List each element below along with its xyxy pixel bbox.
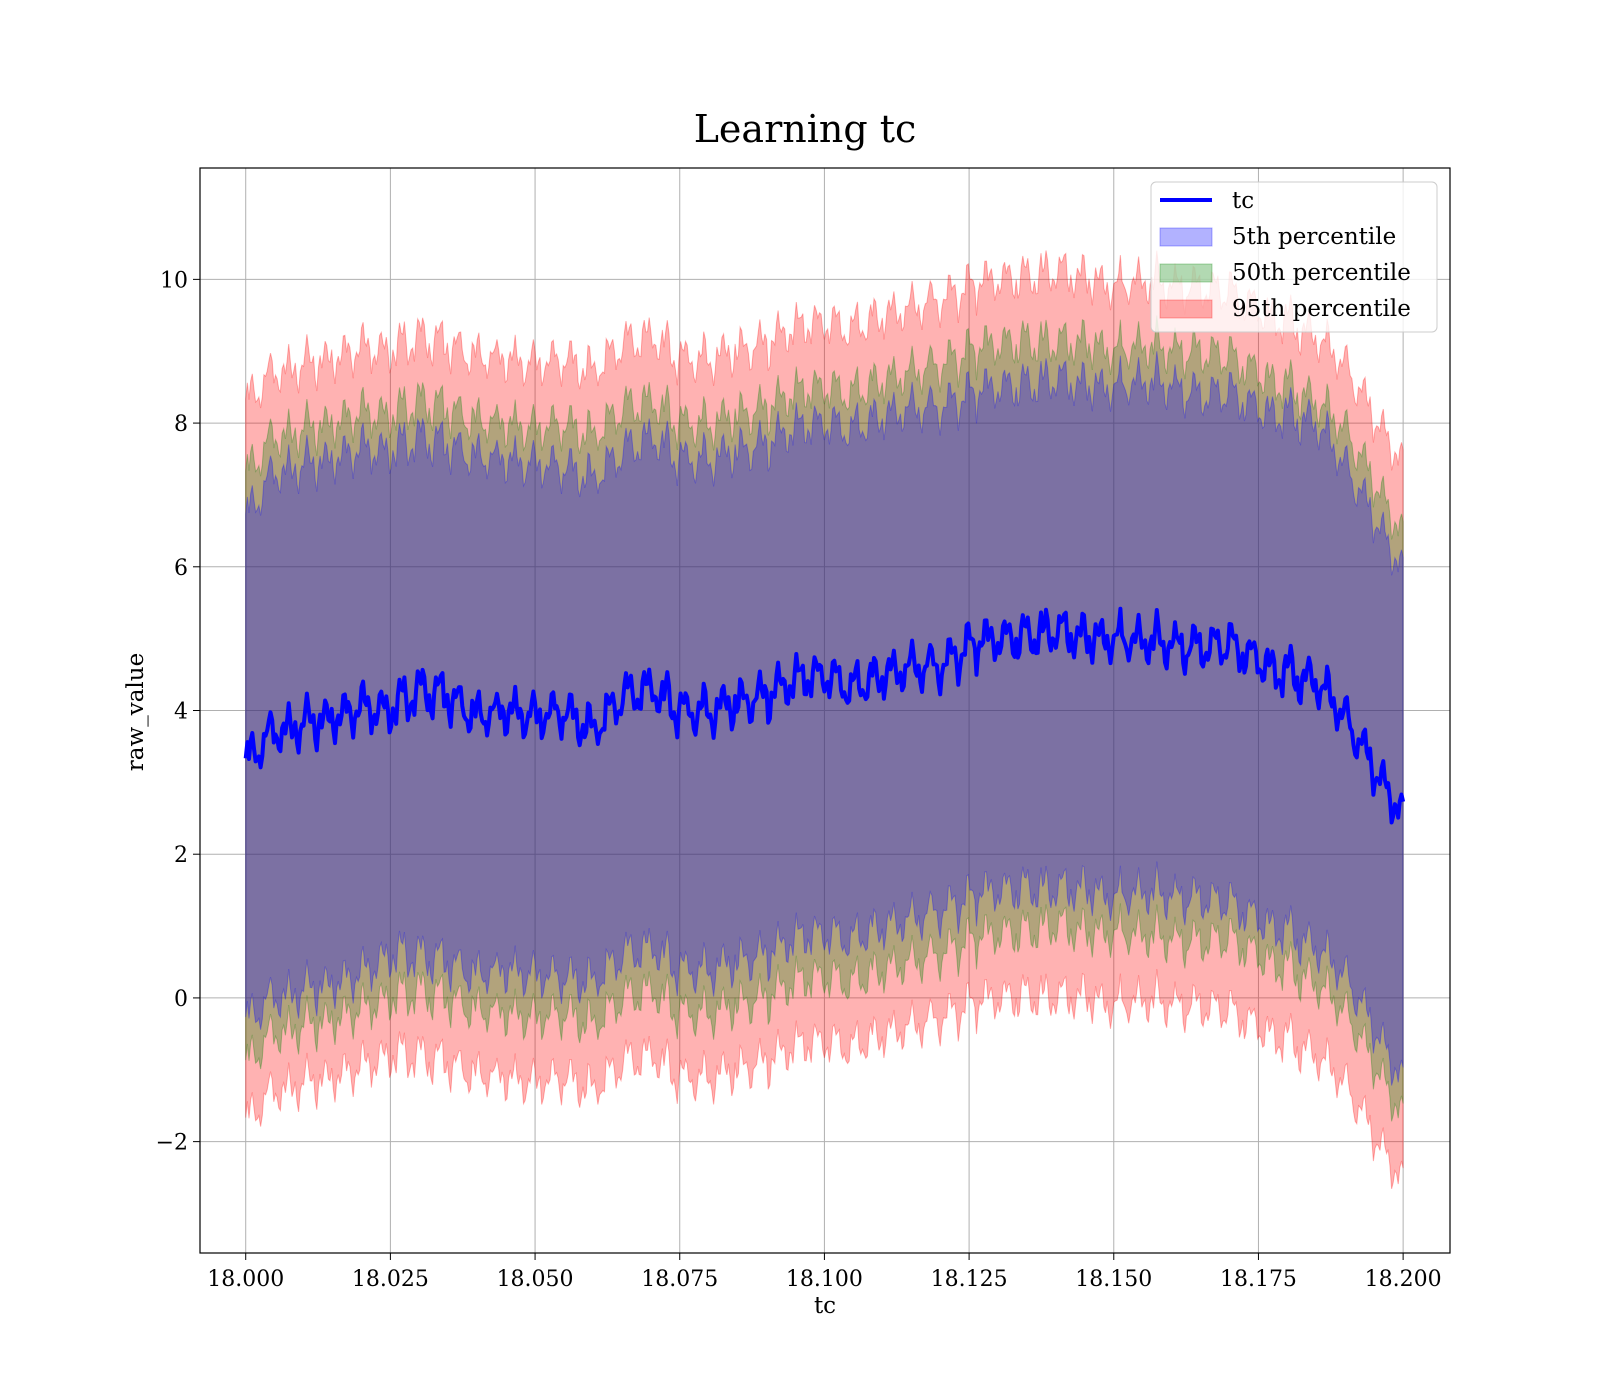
legend-label-5th-percentile: 5th percentile — [1232, 224, 1396, 250]
legend-swatch-5th-percentile — [1159, 227, 1213, 247]
chart-title: Learning tc — [694, 107, 917, 151]
y-tick-label: 8 — [174, 412, 188, 437]
y-tick-label: 10 — [160, 268, 188, 293]
x-tick-label: 18.050 — [497, 1267, 574, 1292]
y-tick-label: 6 — [174, 556, 188, 581]
x-tick-label: 18.000 — [207, 1267, 284, 1292]
x-tick-label: 18.150 — [1075, 1267, 1152, 1292]
legend-swatch-50th-percentile — [1159, 263, 1213, 283]
y-tick-label: −2 — [156, 1131, 188, 1156]
legend-swatch-95th-percentile — [1159, 299, 1213, 319]
x-tick-label: 18.200 — [1365, 1267, 1442, 1292]
legend-label-95th-percentile: 95th percentile — [1232, 296, 1411, 322]
x-tick-label: 18.075 — [641, 1267, 718, 1292]
x-axis-ticks: 18.000 18.025 18.050 18.075 18.100 18.125 18.1… — [207, 1253, 1442, 1292]
band-5th-percentile — [245, 351, 1404, 1086]
x-tick-label: 18.125 — [931, 1267, 1008, 1292]
legend: tc 5th percentile 50th percentile 95th p… — [1150, 181, 1438, 333]
y-axis-ticks: −2 0 2 4 6 8 10 — [156, 268, 200, 1156]
y-tick-label: 4 — [174, 700, 188, 725]
legend-label-50th-percentile: 50th percentile — [1232, 260, 1411, 286]
y-tick-label: 0 — [174, 987, 188, 1012]
x-axis-title: tc — [814, 1293, 836, 1319]
tc-line — [243, 606, 1406, 825]
band-95th-percentile — [245, 250, 1404, 1190]
grid — [200, 168, 1450, 1253]
legend-box — [1150, 181, 1438, 333]
percentile-bands — [245, 250, 1404, 1190]
y-tick-label: 2 — [174, 843, 188, 868]
y-axis-title: raw_value — [123, 653, 149, 771]
x-tick-label: 18.025 — [352, 1267, 429, 1292]
tc-series-layer — [243, 606, 1406, 825]
x-tick-label: 18.100 — [786, 1267, 863, 1292]
band-50th-percentile — [245, 315, 1404, 1122]
x-tick-label: 18.175 — [1220, 1267, 1297, 1292]
legend-label-tc: tc — [1232, 188, 1254, 214]
